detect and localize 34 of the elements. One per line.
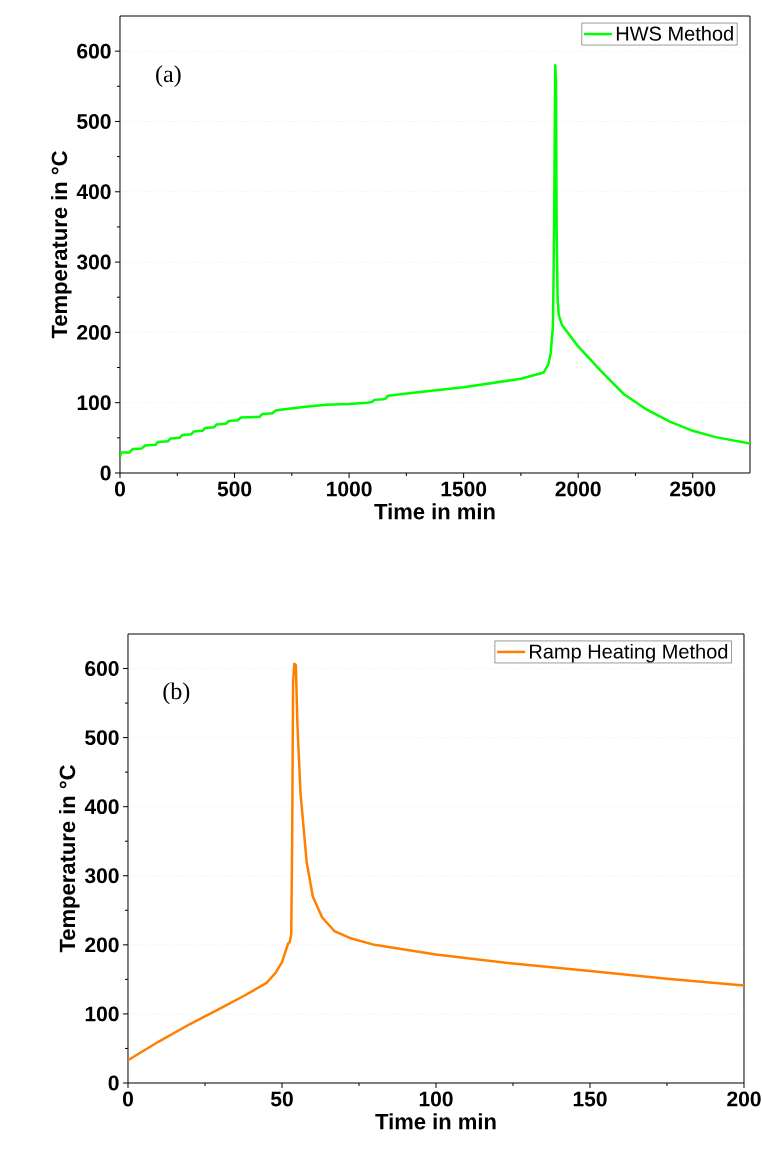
y-tick-label: 500 [77,114,111,129]
y-tick-label: 500 [85,730,119,746]
legend-label: Ramp Heating Method [530,643,728,663]
annotation: (a) [156,65,181,87]
line-series [120,63,750,459]
x-tick-label: 2500 [670,481,716,497]
annotation: (b) [163,682,190,705]
x-tick-label: 1000 [327,481,372,497]
x-axis-title: Time in min [374,503,495,520]
y-tick-label: 200 [77,324,111,340]
y-tick-label: 100 [85,1006,119,1022]
y-tick-label: 0 [100,465,111,481]
x-tick-label: 100 [419,1091,453,1107]
y-tick-label: 400 [84,799,119,815]
y-tick-label: 600 [77,43,111,59]
x-tick-label: 50 [270,1091,293,1107]
x-tick-label: 0 [122,1091,133,1107]
y-tick-label: 300 [84,868,119,884]
x-tick-label: 500 [217,481,252,497]
y-tick-label: 400 [76,184,111,200]
y-axis-title: Temperature in °C [59,765,80,953]
y-tick-label: 300 [76,254,111,270]
x-tick-label: 200 [727,1091,761,1107]
line-series [128,662,744,1062]
y-tick-label: 0 [108,1075,119,1091]
y-axis-title: Temperature in °C [51,151,72,339]
legend-label: HWS Method [616,26,733,41]
x-tick-label: 2000 [555,481,601,497]
x-tick-label: 1500 [441,481,487,497]
y-tick-label: 100 [77,395,111,411]
x-axis-title: Time in min [375,1113,496,1130]
y-tick-label: 200 [85,937,119,953]
y-tick-label: 600 [85,661,119,676]
x-tick-label: 150 [573,1091,607,1107]
